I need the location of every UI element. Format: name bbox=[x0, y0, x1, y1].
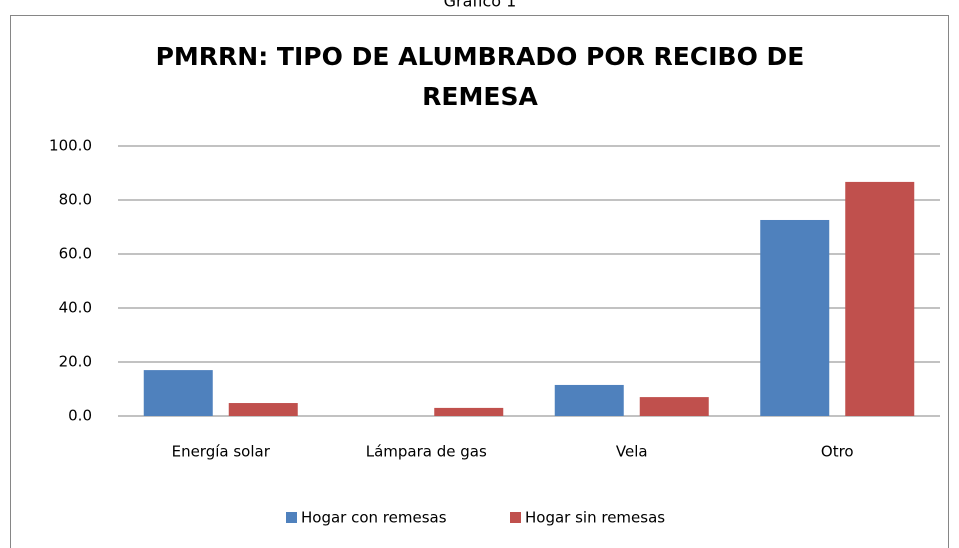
bar bbox=[845, 181, 915, 416]
y-tick-label: 60.0 bbox=[59, 245, 92, 263]
bar bbox=[639, 397, 709, 416]
bar bbox=[434, 407, 504, 416]
legend-swatch bbox=[510, 512, 521, 523]
legend-label: Hogar con remesas bbox=[301, 509, 447, 527]
chart-border bbox=[10, 15, 949, 548]
bar bbox=[143, 370, 213, 416]
caption: Gráfico 1 bbox=[444, 0, 517, 11]
x-tick-label: Energía solar bbox=[172, 443, 271, 461]
y-tick-label: 80.0 bbox=[59, 191, 92, 209]
legend-label: Hogar sin remesas bbox=[525, 509, 665, 527]
x-tick-label: Vela bbox=[616, 443, 648, 461]
chart-title: PMRRN: TIPO DE ALUMBRADO POR RECIBO DE bbox=[156, 42, 805, 71]
bar bbox=[760, 219, 830, 416]
y-tick-label: 40.0 bbox=[59, 299, 92, 317]
chart-title: REMESA bbox=[422, 82, 538, 111]
x-tick-label: Otro bbox=[821, 443, 854, 461]
bar bbox=[228, 403, 298, 416]
legend-swatch bbox=[286, 512, 297, 523]
x-tick-label: Lámpara de gas bbox=[366, 443, 487, 461]
bar bbox=[554, 384, 624, 416]
y-tick-label: 100.0 bbox=[49, 137, 92, 155]
y-tick-label: 20.0 bbox=[59, 353, 92, 371]
y-tick-label: 0.0 bbox=[68, 407, 92, 425]
